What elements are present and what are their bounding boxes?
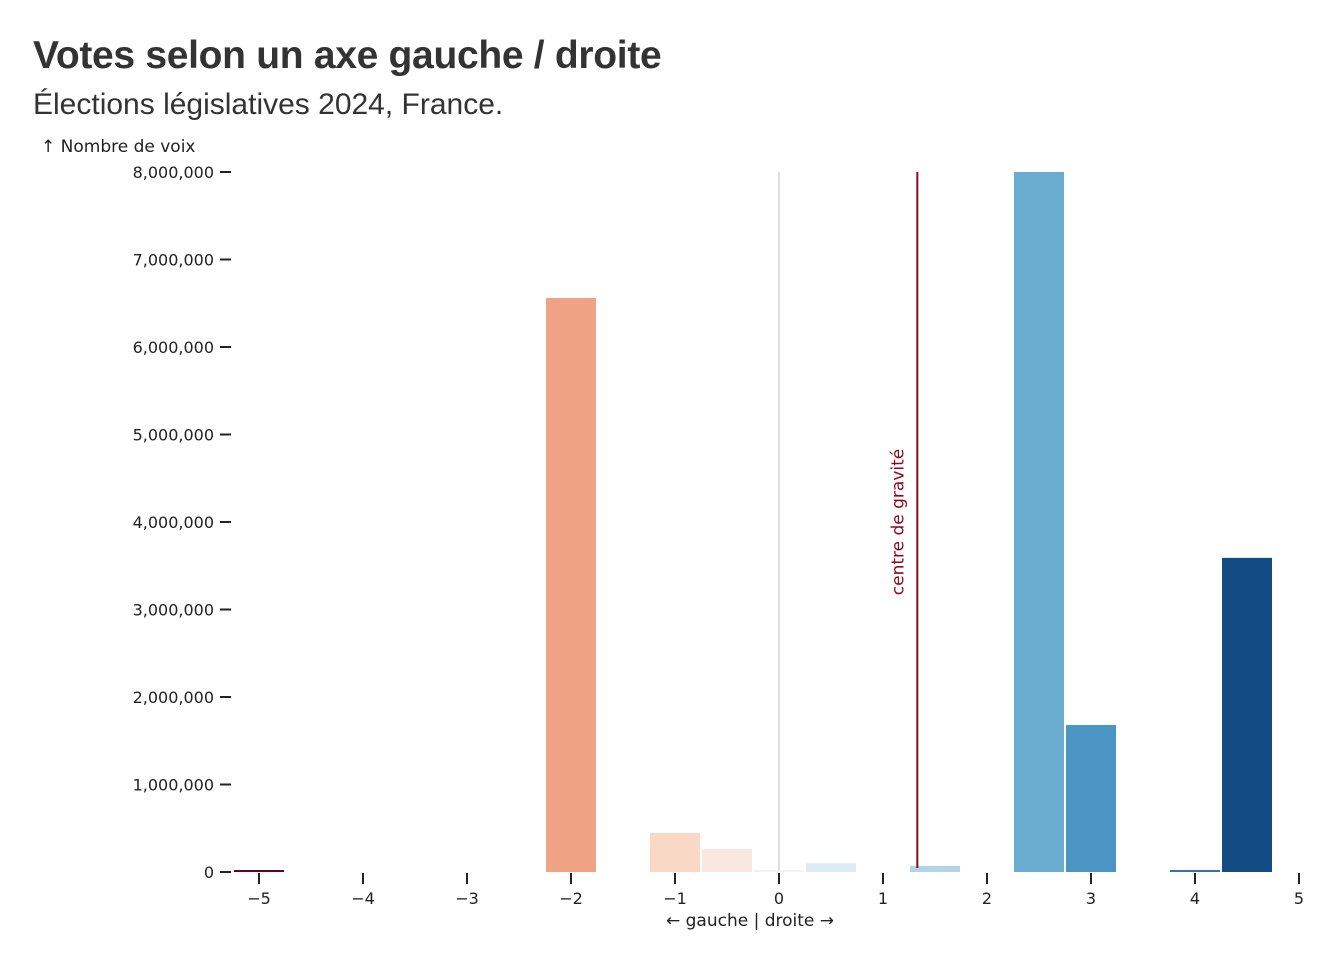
center-of-gravity-label: centre de gravité xyxy=(888,449,908,595)
y-axis: 0 1,000,000 2,000,000 3,000,000 4,000,000 5,0… xyxy=(133,163,231,882)
bar xyxy=(234,870,284,872)
bar xyxy=(806,863,856,872)
x-tick-label: 0 xyxy=(774,889,784,908)
x-tick-label: 3 xyxy=(1086,889,1096,908)
bar xyxy=(1222,557,1272,872)
bar xyxy=(702,848,752,872)
bar xyxy=(546,298,596,872)
bar xyxy=(754,870,804,872)
y-tick-label: 7,000,000 xyxy=(133,251,214,270)
x-axis-label: ← gauche | droite → xyxy=(666,911,834,931)
x-tick-label: −5 xyxy=(247,889,271,908)
bar xyxy=(1170,870,1220,872)
x-axis: −5 −4 −3 −2 −1 0 1 2 3 4 5 xyxy=(247,873,1304,908)
y-axis-label: ↑ Nombre de voix xyxy=(41,137,196,157)
x-tick-label: 1 xyxy=(878,889,888,908)
chart-title: Votes selon un axe gauche / droite xyxy=(33,34,662,77)
x-tick-label: 2 xyxy=(982,889,992,908)
x-tick-label: 5 xyxy=(1294,889,1304,908)
y-tick-label: 4,000,000 xyxy=(133,513,214,532)
annotations: centre de gravité xyxy=(888,172,919,868)
x-tick-label: 4 xyxy=(1190,889,1200,908)
x-tick-label: −4 xyxy=(351,889,375,908)
y-tick-label: 6,000,000 xyxy=(133,338,214,357)
bar xyxy=(1066,725,1116,872)
bar xyxy=(1014,172,1064,872)
y-tick-label: 2,000,000 xyxy=(133,688,214,707)
bar xyxy=(650,832,700,872)
y-tick-label: 0 xyxy=(204,863,214,882)
bar xyxy=(910,865,960,872)
chart-subtitle: Élections législatives 2024, France. xyxy=(33,88,504,121)
y-tick-label: 5,000,000 xyxy=(133,426,214,445)
bars xyxy=(234,172,1272,872)
y-tick-label: 1,000,000 xyxy=(133,776,214,795)
y-tick-label: 3,000,000 xyxy=(133,601,214,620)
x-tick-label: −2 xyxy=(559,889,583,908)
x-tick-label: −1 xyxy=(663,889,687,908)
y-tick-label: 8,000,000 xyxy=(133,163,214,182)
x-tick-label: −3 xyxy=(455,889,479,908)
